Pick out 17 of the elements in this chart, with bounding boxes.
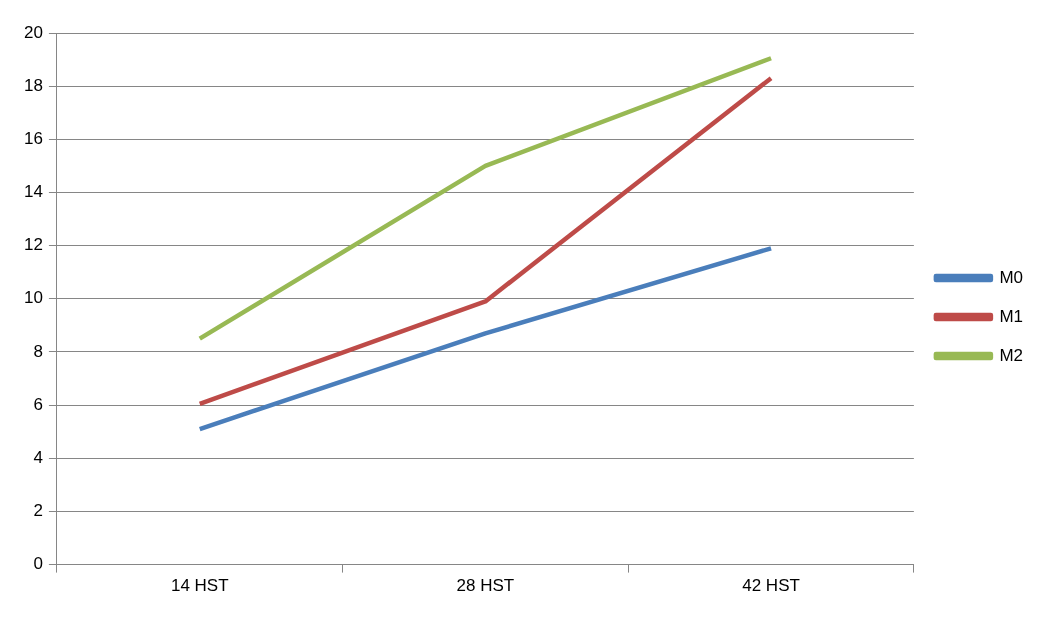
x-tick-label: 28 HST	[456, 576, 515, 596]
y-tick-label: 8	[33, 341, 43, 361]
y-tick-label: 12	[23, 235, 43, 255]
y-tick-label: 20	[23, 22, 43, 42]
y-tick-label: 2	[33, 501, 43, 521]
y-tick-label: 18	[23, 75, 43, 95]
y-tick-label: 6	[33, 394, 43, 414]
y-tick-label: 0	[33, 554, 43, 574]
y-tick-label: 4	[33, 447, 43, 467]
legend-label: M0	[999, 267, 1024, 287]
x-tick-label: 42 HST	[742, 576, 800, 596]
x-tick-label: 14 HST	[170, 576, 229, 596]
y-tick-label: 14	[23, 182, 43, 202]
legend-label: M2	[999, 345, 1024, 365]
y-tick-label: 16	[23, 129, 43, 149]
y-tick-label: 10	[23, 288, 43, 308]
legend-label: M1	[999, 306, 1024, 326]
